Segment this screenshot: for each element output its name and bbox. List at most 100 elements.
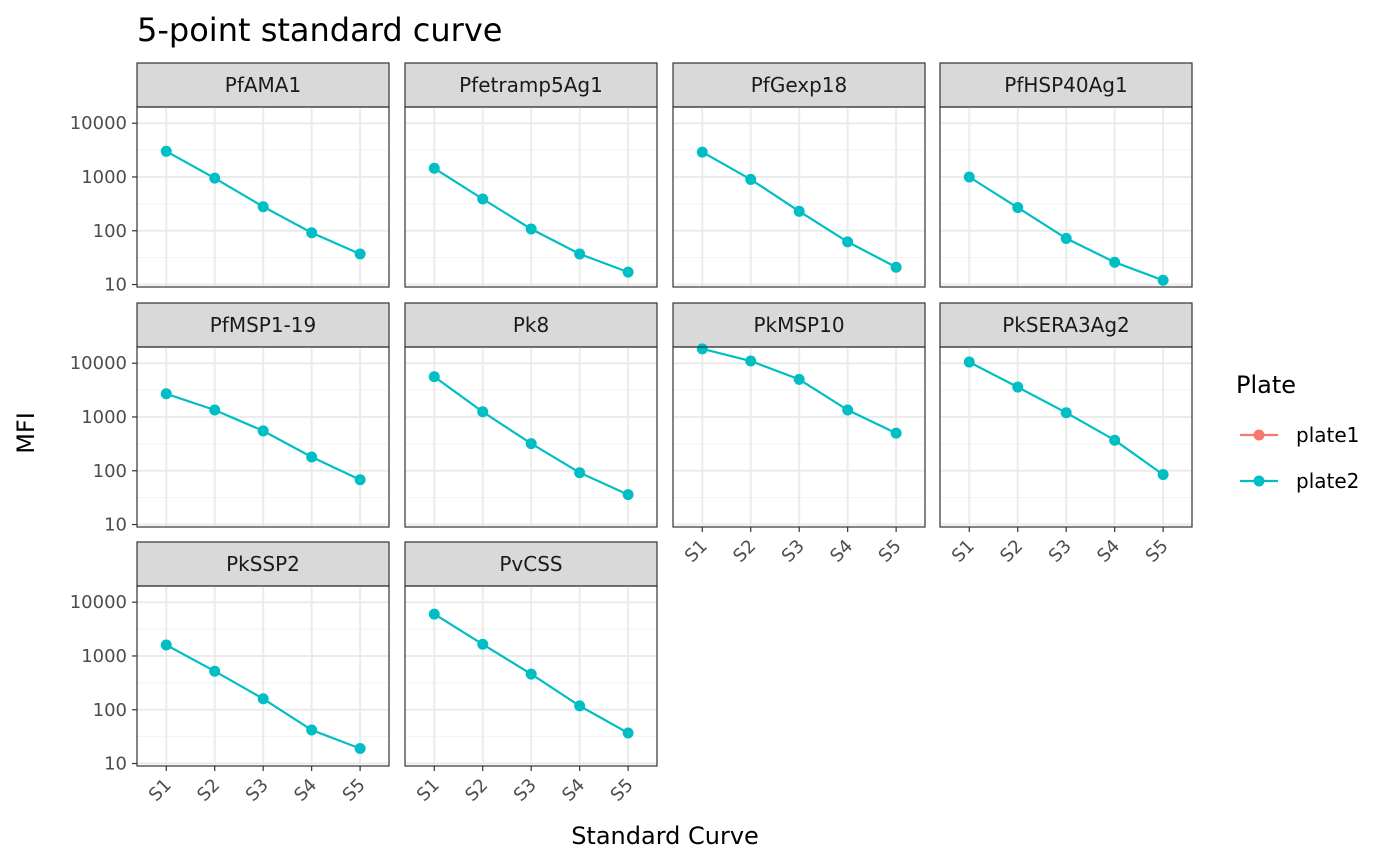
legend-entry-plate1: plate1: [1240, 423, 1359, 447]
data-point-s3: [257, 693, 269, 705]
panel-pfhsp40ag1: PfHSP40Ag1: [939, 62, 1193, 288]
x-tick-label: S1: [413, 775, 444, 806]
x-tick-label: S3: [778, 536, 809, 567]
y-axis-title: MFI: [12, 412, 40, 454]
panel-frame: [672, 106, 926, 288]
data-point-s5: [890, 261, 902, 273]
data-point-s1: [963, 356, 975, 368]
data-point-s2: [477, 638, 489, 650]
y-tick-label: 1000: [81, 407, 127, 428]
y-tick-label: 10000: [70, 113, 127, 134]
data-point-s2: [477, 406, 489, 418]
x-tick-label: S5: [339, 775, 370, 806]
x-tick-label: S4: [826, 536, 857, 567]
facet-strip-label: PvCSS: [499, 552, 562, 576]
x-tick-label: S5: [875, 536, 906, 567]
legend-label: plate1: [1296, 423, 1359, 447]
chart-title: 5-point standard curve: [137, 11, 502, 49]
facet-strip: [672, 302, 926, 348]
x-tick-label: S5: [1142, 536, 1173, 567]
x-tick-label: S5: [607, 775, 638, 806]
facet-strip-label: Pk8: [513, 313, 549, 337]
data-point-s4: [306, 451, 318, 463]
facet-strip: [404, 302, 658, 348]
facet-strip-label: PfHSP40Ag1: [1004, 73, 1127, 97]
panel-frame: [136, 106, 390, 288]
data-point-s4: [574, 700, 586, 712]
data-point-s2: [745, 355, 757, 367]
y-tick-label: 10000: [70, 592, 127, 613]
data-point-s2: [209, 665, 221, 677]
data-point-s2: [1012, 202, 1024, 214]
panel-pfetramp5ag1: Pfetramp5Ag1: [404, 62, 658, 288]
data-point-s3: [1060, 232, 1072, 244]
data-point-s4: [1109, 256, 1121, 268]
data-point-s4: [306, 724, 318, 736]
data-point-s4: [306, 227, 318, 239]
x-tick-label: S2: [461, 775, 492, 806]
panel-frame: [939, 106, 1193, 288]
facet-strip: [672, 62, 926, 108]
data-point-s4: [842, 236, 854, 248]
data-point-s4: [842, 404, 854, 416]
data-point-s5: [622, 489, 634, 501]
legend-key-point: [1253, 429, 1265, 441]
y-tick-label: 100: [93, 461, 127, 482]
y-tick-label: 10: [104, 275, 127, 296]
panel-pfama1: PfAMA1 10 100 1000 10000: [70, 62, 390, 296]
data-point-s3: [525, 668, 537, 680]
data-point-s2: [477, 193, 489, 205]
facet-strip-label: PkSSP2: [226, 552, 300, 576]
data-point-s3: [793, 205, 805, 217]
x-tick-label: S2: [729, 536, 760, 567]
data-point-s3: [1060, 407, 1072, 419]
data-point-s1: [160, 388, 172, 400]
x-tick-label: S3: [242, 775, 273, 806]
x-tick-label: S1: [948, 536, 979, 567]
data-point-s5: [354, 743, 366, 755]
x-axis-title: Standard Curve: [571, 822, 759, 850]
panel-pfgexp18: PfGexp18: [672, 62, 926, 288]
data-point-s3: [525, 438, 537, 450]
x-tick-label: S3: [1045, 536, 1076, 567]
data-point-s5: [1157, 469, 1169, 481]
y-tick-label: 10: [104, 754, 127, 775]
panel-pvcss: PvCSS S1 S2 S3 S4 S5: [404, 541, 658, 806]
x-tick-label: S1: [681, 536, 712, 567]
facet-strip: [404, 541, 658, 587]
data-point-s2: [209, 172, 221, 184]
y-tick-label: 1000: [81, 167, 127, 188]
x-tick-label: S4: [290, 775, 321, 806]
facet-strip: [136, 302, 390, 348]
facet-strip-label: Pfetramp5Ag1: [459, 73, 603, 97]
y-tick-label: 100: [93, 221, 127, 242]
data-point-s3: [793, 373, 805, 385]
data-point-s1: [428, 608, 440, 620]
data-point-s5: [622, 727, 634, 739]
x-tick-label: S1: [145, 775, 176, 806]
x-tick-label: S4: [1093, 536, 1124, 567]
x-tick-label: S4: [558, 775, 589, 806]
facet-strip-label: PfGexp18: [751, 73, 848, 97]
panel-pksera3ag2: PkSERA3Ag2 S1 S2 S3 S4 S5: [939, 302, 1193, 567]
facet-strip-label: PkMSP10: [753, 313, 844, 337]
data-point-s2: [745, 173, 757, 185]
facet-strip-label: PkSERA3Ag2: [1002, 313, 1130, 337]
x-tick-label: S3: [510, 775, 541, 806]
data-point-s5: [622, 266, 634, 278]
y-tick-label: 10000: [70, 353, 127, 374]
data-point-s1: [160, 639, 172, 651]
x-tick-label: S2: [996, 536, 1027, 567]
data-point-s2: [1012, 381, 1024, 393]
legend-key-point: [1253, 475, 1265, 487]
facet-strip: [136, 541, 390, 587]
data-point-s4: [574, 248, 586, 260]
data-point-s1: [696, 343, 708, 355]
data-point-s1: [696, 146, 708, 158]
facet-strip-label: PfMSP1-19: [210, 313, 317, 337]
data-point-s5: [354, 474, 366, 486]
legend: Plate plate1 plate2: [1236, 371, 1359, 493]
legend-label: plate2: [1296, 469, 1359, 493]
data-point-s5: [1157, 274, 1169, 286]
